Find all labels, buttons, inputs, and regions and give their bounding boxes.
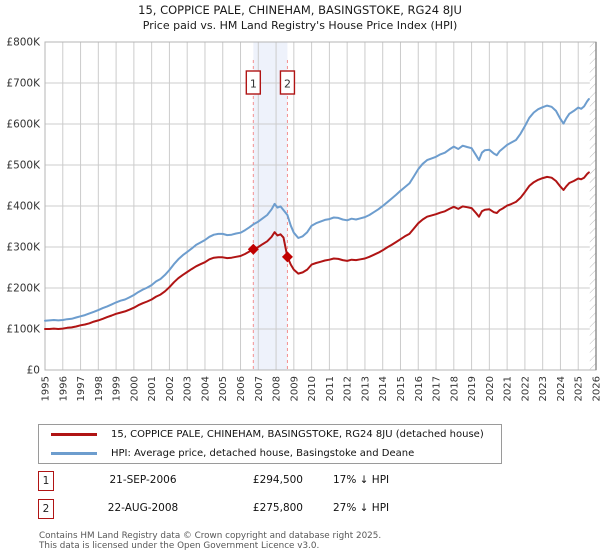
- transaction-price: £294,500: [252, 474, 303, 486]
- x-axis-tick-label: 2004: [200, 376, 211, 401]
- x-axis-tick-label: 1996: [58, 376, 69, 401]
- chart-legend: 15, COPPICE PALE, CHINEHAM, BASINGSTOKE,…: [38, 424, 502, 464]
- attribution-line1: Contains HM Land Registry data © Crown c…: [39, 531, 382, 541]
- hpi-line: [44, 98, 590, 322]
- y-axis-tick-label: £0: [27, 365, 40, 377]
- x-axis-tick-label: 2017: [432, 376, 443, 401]
- x-axis-tick-label: 2021: [503, 376, 514, 401]
- x-axis-tick-label: 2010: [307, 376, 318, 401]
- legend-label-hpi: HPI: Average price, detached house, Basi…: [111, 447, 415, 459]
- y-axis-tick-label: £800K: [6, 37, 41, 49]
- attribution-footer: Contains HM Land Registry data © Crown c…: [39, 531, 579, 551]
- x-axis-tick-label: 2023: [538, 376, 549, 401]
- x-axis-tick-label: 1997: [76, 376, 87, 401]
- x-axis-tick-label: 2019: [467, 376, 478, 401]
- x-axis-tick-label: 2005: [218, 376, 229, 401]
- sale-marker-2: [281, 251, 293, 263]
- transaction-number-badge: 1: [38, 471, 54, 491]
- transaction-date: 21-SEP-2006: [109, 474, 177, 486]
- price-history-chart: £0 £100K £200K £300K £400K £500K £600K £700K £80…: [6, 37, 600, 402]
- y-axis-tick-label: £400K: [6, 201, 41, 213]
- x-axis-tick-label: 2000: [129, 376, 140, 401]
- x-axis-tick-label: 2022: [520, 376, 531, 401]
- transaction-row: 2 22-AUG-2008 £275,800 27% ↓ HPI: [38, 499, 558, 521]
- chart-subtitle: Price paid vs. HM Land Registry's House …: [142, 19, 458, 32]
- legend-item-hpi: HPI: Average price, detached house, Basi…: [45, 446, 495, 462]
- chart-title-block: 15, COPPICE PALE, CHINEHAM, BASINGSTOKE,…: [0, 3, 600, 33]
- future-hatched-region: [589, 42, 596, 370]
- sale-label-number: 1: [250, 78, 257, 91]
- x-axis-tick-label: 2008: [272, 376, 283, 401]
- sale-label-number: 2: [284, 78, 291, 91]
- x-axis-tick-label: 2011: [325, 376, 336, 401]
- x-axis-tick-label: 1995: [41, 376, 52, 401]
- x-axis-tick-label: 2009: [289, 376, 300, 401]
- price-paid-line: [44, 171, 590, 330]
- x-axis-tick-label: 1999: [112, 376, 123, 401]
- x-axis-tick-label: 2013: [360, 376, 371, 401]
- x-axis-tick-label: 2016: [414, 376, 425, 401]
- legend-item-price: 15, COPPICE PALE, CHINEHAM, BASINGSTOKE,…: [45, 427, 495, 443]
- x-axis-tick-label: 2015: [396, 376, 407, 401]
- y-axis-tick-label: £500K: [6, 160, 41, 172]
- x-axis-tick-label: 2007: [254, 376, 265, 401]
- y-axis-tick-label: £700K: [6, 78, 41, 90]
- transaction-row: 1 21-SEP-2006 £294,500 17% ↓ HPI: [38, 471, 558, 493]
- x-axis-tick-label: 2012: [343, 376, 354, 401]
- sale-label-box: [245, 70, 262, 95]
- transaction-hpi-diff: 17% ↓ HPI: [333, 474, 390, 486]
- attribution-line2: This data is licensed under the Open Gov…: [39, 541, 320, 551]
- transaction-hpi-diff: 27% ↓ HPI: [333, 502, 390, 514]
- x-axis-tick-label: 2001: [147, 376, 158, 401]
- sale-label-box: [279, 70, 296, 95]
- y-axis-tick-label: £100K: [6, 324, 41, 336]
- x-axis-tick-label: 2018: [449, 376, 460, 401]
- transaction-number-badge: 2: [38, 499, 54, 519]
- x-axis-tick-label: 2020: [485, 376, 496, 401]
- x-axis-tick-label: 2014: [378, 376, 389, 401]
- legend-label-price: 15, COPPICE PALE, CHINEHAM, BASINGSTOKE,…: [111, 429, 484, 441]
- transaction-date: 22-AUG-2008: [107, 502, 179, 514]
- y-axis-tick-label: £200K: [6, 283, 41, 295]
- chart-title: 15, COPPICE PALE, CHINEHAM, BASINGSTOKE,…: [138, 3, 462, 17]
- x-axis-tick-label: 2026: [592, 376, 600, 401]
- x-axis-tick-label: 1998: [94, 376, 105, 401]
- sale-marker-1: [247, 243, 259, 255]
- x-axis-tick-label: 2024: [556, 376, 567, 401]
- y-axis-tick-label: £300K: [6, 242, 41, 254]
- price-line-swatch: [51, 433, 97, 437]
- y-axis-tick-label: £600K: [6, 119, 41, 131]
- x-axis-tick-label: 2006: [236, 376, 247, 401]
- transaction-price: £275,800: [252, 502, 303, 514]
- x-axis-tick-label: 2003: [183, 376, 194, 401]
- hpi-line-swatch: [51, 451, 97, 455]
- x-axis-tick-label: 2025: [574, 376, 585, 401]
- x-axis-tick-label: 2002: [165, 376, 176, 401]
